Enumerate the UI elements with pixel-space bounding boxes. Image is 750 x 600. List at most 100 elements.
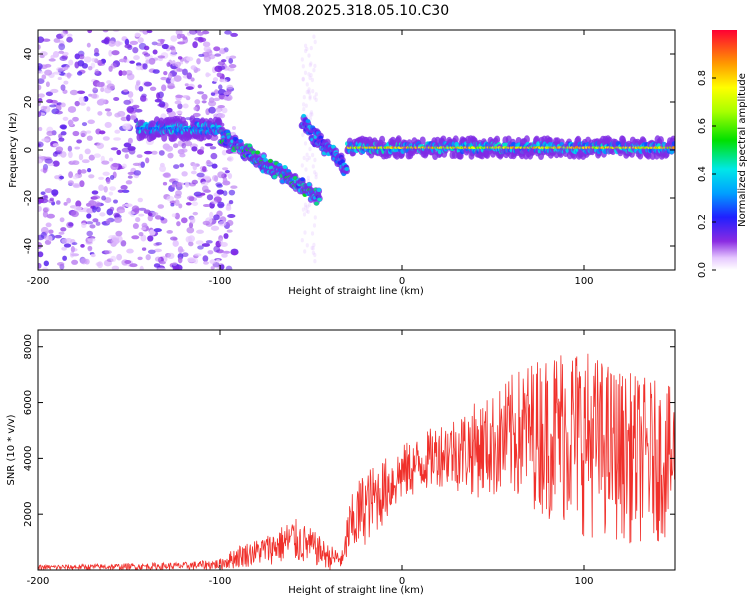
spectrogram-cell (72, 130, 80, 137)
spectrogram-cell (83, 56, 92, 63)
spectrogram-cell (313, 63, 317, 69)
spectrogram-cell (86, 208, 94, 214)
spectrogram-cell (304, 43, 308, 48)
spectrogram-cell (52, 51, 60, 58)
spectrogram-cell (58, 43, 66, 51)
spectrogram-cell (143, 81, 152, 87)
spectrogram-cell (204, 143, 214, 147)
spectrogram-cell (192, 112, 201, 117)
spectrogram-x-tick-label: -200 (27, 276, 50, 287)
spectrogram-cell (138, 213, 145, 217)
spectrogram-cell (55, 200, 61, 205)
spectrogram-cell (87, 245, 93, 252)
spectrogram-cell (228, 199, 234, 205)
spectrogram-cell (81, 122, 88, 127)
spectrogram-cell (208, 106, 216, 114)
spectrogram-cell (163, 71, 168, 76)
spectrogram-cell (305, 119, 311, 124)
spectrogram-cell (86, 135, 93, 141)
spectrogram-cell (80, 130, 87, 137)
spectrogram-cell (38, 262, 42, 269)
spectrogram-cell (71, 259, 79, 265)
spectrogram-cell (68, 59, 74, 66)
spectrogram-cell (84, 148, 91, 155)
spectrogram-cell (171, 184, 177, 188)
spectrogram-cell (127, 137, 133, 144)
spectrogram-cell (209, 146, 217, 150)
spectrogram-cell (272, 174, 277, 179)
spectrogram-cell (41, 74, 47, 80)
spectrogram-cell (102, 30, 109, 33)
spectrogram-cell (145, 157, 150, 164)
spectrogram-cell (331, 144, 336, 149)
spectrogram-cell (218, 84, 223, 90)
spectrogram-cell (38, 98, 43, 103)
spectrogram-cell (161, 133, 168, 142)
colorbar-label: Normalized spectral amplitude (737, 73, 748, 227)
spectrogram-cell (60, 30, 66, 37)
spectrogram-cell (301, 113, 307, 118)
spectrogram-cell (88, 200, 97, 206)
spectrogram-cell (139, 95, 147, 102)
spectrogram-cell (125, 69, 133, 76)
spectrogram-cell (303, 202, 308, 207)
spectrogram-cell (105, 218, 111, 225)
spectrogram-cell (311, 164, 315, 169)
spectrogram-cell (214, 175, 219, 183)
spectrogram-cell (61, 238, 70, 244)
spectrogram-cell (129, 115, 137, 120)
spectrogram-cell (151, 212, 159, 216)
spectrogram-cell (86, 106, 91, 112)
spectrogram-cell (67, 180, 74, 186)
spectrogram-cell (187, 257, 196, 263)
spectrogram-cell (170, 78, 175, 84)
spectrogram-cell (177, 41, 186, 45)
spectrogram-cell (123, 89, 129, 93)
spectrogram-cell (170, 203, 175, 207)
spectrogram-cell (158, 150, 165, 156)
spectrogram-cell (49, 197, 54, 202)
spectrogram-cell (145, 254, 151, 261)
spectrogram-cell (136, 154, 143, 158)
spectrogram-cell (185, 202, 192, 206)
spectrogram-cell (113, 137, 122, 141)
spectrogram-cell (98, 176, 105, 180)
spectrogram-cell (309, 73, 313, 78)
spectrogram-cell (81, 159, 90, 164)
spectrogram-cell (173, 75, 182, 82)
spectrogram-cell (218, 220, 227, 227)
spectrogram-cell (108, 40, 116, 47)
spectrogram-cell (148, 57, 156, 65)
spectrogram-cell (40, 191, 46, 196)
figure-title: YM08.2025.318.05.10.C30 (262, 3, 449, 19)
spectrogram-cell (225, 205, 232, 211)
spectrogram-cell (125, 59, 130, 63)
spectrogram-cell (147, 249, 156, 254)
spectrogram-cell (108, 191, 114, 196)
spectrogram-cell (167, 72, 173, 80)
spectrogram-cell (156, 42, 163, 47)
spectrogram-cell (185, 86, 194, 90)
spectrogram-cell (305, 208, 309, 214)
spectrogram-cell (203, 46, 211, 52)
spectrogram-cell (140, 234, 147, 242)
spectrogram-heatmap (38, 30, 675, 270)
spectrogram-cell (172, 237, 178, 241)
spectrogram-cell (132, 223, 139, 229)
spectrogram-cell (200, 146, 205, 151)
spectrogram-cell (74, 61, 80, 69)
spectrogram-cell (161, 84, 167, 92)
spectrogram-cell (174, 61, 182, 68)
spectrogram-cell (200, 192, 206, 196)
spectrogram-cell (197, 84, 202, 89)
spectrogram-cell (135, 62, 142, 67)
spectrogram-cell (132, 162, 141, 166)
spectrogram-cell (303, 70, 308, 76)
spectrogram-cell (143, 53, 151, 57)
spectrogram-cell (209, 211, 214, 219)
spectrogram-cell (85, 130, 92, 134)
spectrogram-cell (110, 255, 117, 263)
spectrogram-cell (38, 158, 43, 164)
spectrogram-y-tick-label: -20 (23, 190, 34, 206)
